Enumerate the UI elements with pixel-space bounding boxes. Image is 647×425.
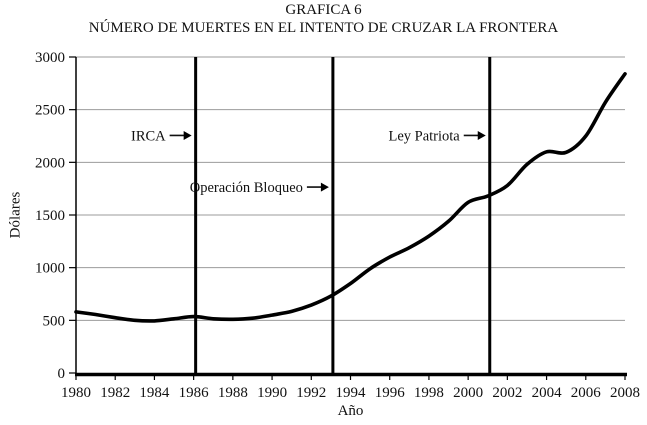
x-tick-label: 1980 xyxy=(61,385,91,401)
x-tick-label: 1994 xyxy=(336,385,367,401)
annotation-irca: IRCA xyxy=(131,128,192,144)
x-tick-label: 1986 xyxy=(179,385,210,401)
x-tick-label: 2000 xyxy=(453,385,483,401)
x-tick-label: 2004 xyxy=(532,385,563,401)
right-arrow-icon xyxy=(183,130,192,140)
annotation-ley-patriota: Ley Patriota xyxy=(388,128,486,144)
right-arrow-icon xyxy=(477,130,486,140)
annotation-irca-label: IRCA xyxy=(131,128,166,144)
x-tick-label: 1990 xyxy=(257,385,287,401)
y-tick-label: 0 xyxy=(58,366,66,382)
y-axis-tick-labels: 0 500 1000 1500 2000 2500 3000 xyxy=(35,50,65,382)
x-tick-label: 2006 xyxy=(571,385,602,401)
x-tick-label: 1988 xyxy=(218,385,248,401)
annotation-operacion-bloqueo: Operación Bloqueo xyxy=(190,180,329,196)
x-tick-label: 1996 xyxy=(375,385,406,401)
x-tick-label: 1992 xyxy=(296,385,326,401)
x-tick-label: 1984 xyxy=(139,385,170,401)
right-arrow-icon xyxy=(320,182,329,192)
y-tick-label: 1000 xyxy=(35,261,65,277)
y-tick-label: 3000 xyxy=(35,50,65,66)
y-axis-ticks xyxy=(69,56,76,374)
y-tick-label: 500 xyxy=(43,313,66,329)
chart-subtitle: NÚMERO DE MUERTES EN EL INTENTO DE CRUZA… xyxy=(88,20,559,36)
x-tick-label: 2008 xyxy=(610,385,640,401)
x-tick-label: 1982 xyxy=(100,385,130,401)
annotation-operacion-bloqueo-label: Operación Bloqueo xyxy=(190,180,303,196)
y-tick-label: 1500 xyxy=(35,208,65,224)
series-line xyxy=(74,72,627,323)
chart-title: GRAFICA 6 xyxy=(285,2,362,18)
x-tick-label: 2002 xyxy=(492,385,522,401)
event-marker-lines xyxy=(194,57,492,374)
chart-titles: GRAFICA 6 NÚMERO DE MUERTES EN EL INTENT… xyxy=(0,1,647,37)
x-tick-label: 1998 xyxy=(414,385,444,401)
x-axis-tick-labels: 1980 1982 1984 1986 1988 1990 1992 1994 1996 1998… xyxy=(61,385,640,401)
y-tick-label: 2500 xyxy=(35,103,65,119)
y-tick-label: 2000 xyxy=(35,155,65,171)
x-axis-title: Año xyxy=(337,403,364,419)
gridlines xyxy=(76,56,625,321)
annotation-ley-patriota-label: Ley Patriota xyxy=(388,128,460,144)
